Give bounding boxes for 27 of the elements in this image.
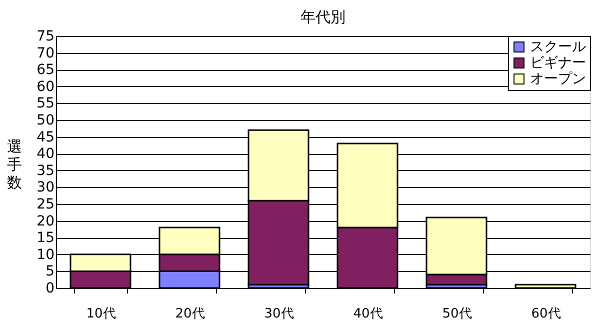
- y-tick-label: 30: [36, 180, 54, 196]
- y-tick-label: 20: [36, 213, 54, 230]
- legend-label: スクール: [530, 39, 586, 55]
- x-tick-label: 50代: [442, 306, 472, 322]
- y-tick-label: 55: [36, 96, 54, 112]
- y-tick-label: 75: [36, 28, 54, 44]
- x-tick-label: 20代: [175, 306, 205, 322]
- legend-label: オープン: [530, 71, 586, 87]
- y-tick-label: 50: [36, 112, 54, 128]
- y-tick-label: 10: [36, 246, 54, 263]
- y-tick-label: 65: [36, 62, 54, 78]
- x-tick-label: 60代: [531, 306, 561, 322]
- y-tick-label: 35: [36, 162, 54, 179]
- y-tick-label: 15: [36, 230, 54, 246]
- y-tick-label: 40: [36, 146, 54, 162]
- chart-title: 年代別: [300, 8, 346, 26]
- y-tick-label: 5: [46, 264, 54, 280]
- x-tick-label: 40代: [353, 306, 383, 322]
- legend-label: ビギナー: [530, 55, 586, 71]
- y-tick-label: 0: [46, 280, 54, 296]
- y-tick-label: 60: [36, 78, 54, 95]
- y-tick-label: 70: [36, 45, 54, 62]
- y-tick-label: 25: [36, 196, 54, 212]
- y-axis-title: 選手数: [7, 138, 22, 192]
- x-tick-label: 10代: [86, 306, 116, 322]
- x-tick-label: 30代: [264, 306, 294, 322]
- y-tick-label: 45: [36, 129, 54, 146]
